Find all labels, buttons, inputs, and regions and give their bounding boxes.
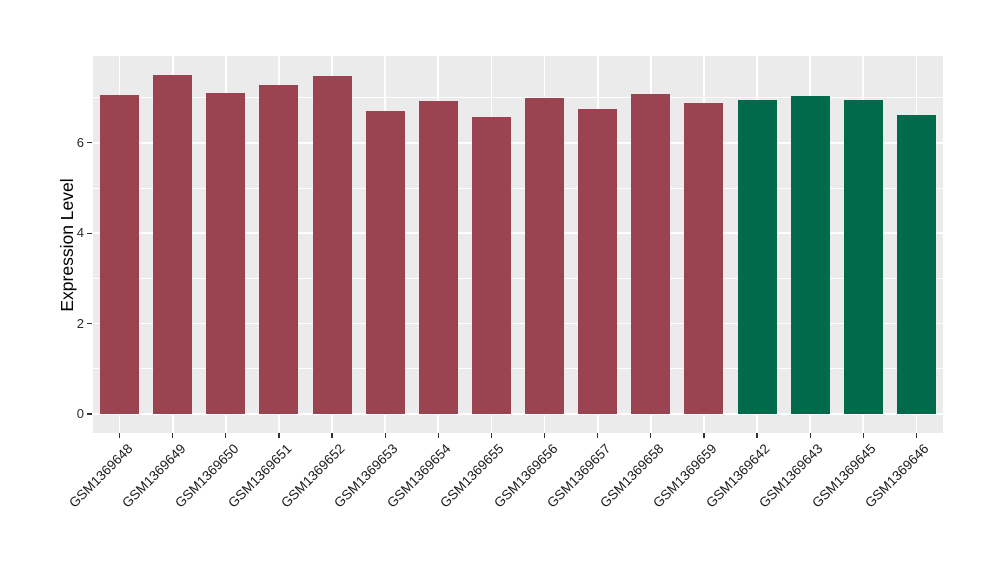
bar-GSM1369645 (843, 99, 883, 414)
bar-GSM1369651 (259, 84, 299, 414)
x-tick-mark-GSM1369652 (331, 433, 333, 438)
plot-panel (93, 56, 943, 433)
x-tick-mark-GSM1369650 (225, 433, 227, 438)
bar-GSM1369648 (100, 95, 140, 414)
x-tick-mark-GSM1369653 (384, 433, 386, 438)
x-tick-mark-GSM1369658 (650, 433, 652, 438)
bar-GSM1369650 (206, 93, 246, 414)
bar-GSM1369653 (365, 111, 405, 414)
bar-GSM1369646 (896, 115, 936, 414)
bar-GSM1369657 (578, 108, 618, 414)
x-tick-mark-GSM1369655 (490, 433, 493, 438)
bar-GSM1369654 (418, 100, 458, 414)
y-tick-mark-0 (87, 413, 92, 415)
major-gridline-y-0 (93, 413, 943, 415)
y-tick-mark-6 (87, 142, 92, 144)
x-tick-mark-GSM1369649 (172, 433, 174, 438)
x-tick-mark-GSM1369648 (118, 433, 121, 438)
minor-gridline-y-5 (93, 187, 943, 189)
bar-GSM1369659 (684, 102, 724, 414)
major-gridline-y-2 (93, 322, 943, 325)
bar-GSM1369655 (471, 117, 511, 414)
x-tick-mark-GSM1369642 (756, 433, 758, 438)
minor-gridline-y-1 (93, 368, 943, 370)
bar-GSM1369643 (790, 96, 830, 414)
y-tick-label-4: 4 (76, 225, 84, 241)
y-tick-label-0: 0 (76, 406, 84, 421)
x-tick-mark-GSM1369656 (543, 433, 546, 438)
major-gridline-y-4 (93, 232, 943, 235)
bar-GSM1369649 (153, 75, 193, 414)
y-tick-mark-4 (87, 232, 92, 234)
x-tick-mark-GSM1369659 (703, 433, 705, 438)
x-tick-mark-GSM1369651 (278, 433, 280, 438)
x-tick-mark-GSM1369654 (437, 433, 439, 438)
y-tick-label-6: 6 (76, 134, 84, 150)
y-tick-label-2: 2 (76, 315, 84, 331)
minor-gridline-y-3 (93, 278, 943, 279)
bar-GSM1369656 (525, 97, 565, 414)
major-gridline-y-6 (93, 141, 943, 144)
y-tick-mark-2 (87, 323, 92, 325)
bar-GSM1369658 (631, 93, 671, 414)
x-tick-mark-GSM1369643 (809, 433, 811, 438)
bar-GSM1369642 (737, 100, 777, 414)
y-axis-title: Expression Level (57, 177, 77, 312)
bar-GSM1369652 (312, 76, 352, 414)
minor-gridline-y-7 (93, 97, 943, 99)
x-tick-mark-GSM1369645 (862, 433, 864, 438)
x-tick-mark-GSM1369657 (597, 433, 599, 438)
x-tick-mark-GSM1369646 (915, 433, 918, 438)
